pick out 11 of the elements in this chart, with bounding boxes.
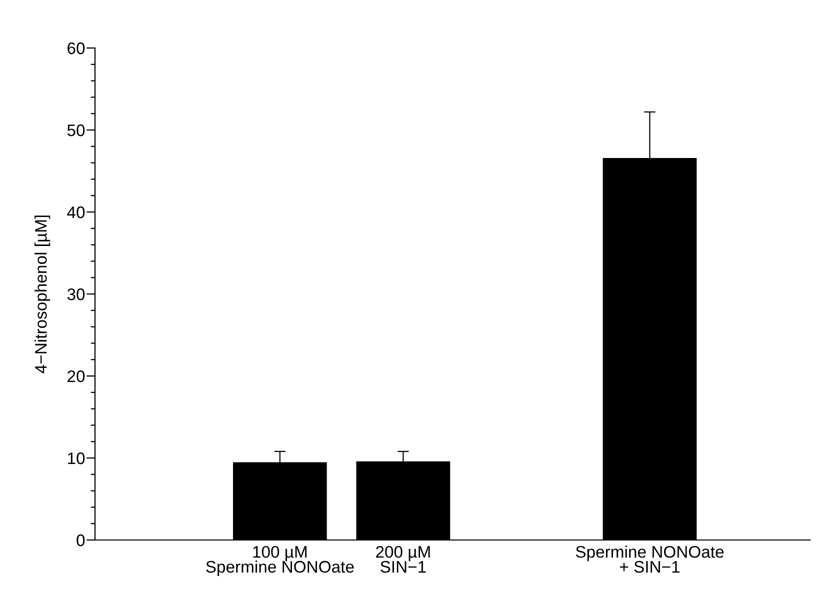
y-tick-label: 50 — [67, 124, 85, 136]
y-tick-label: 30 — [67, 288, 85, 300]
y-tick-label: 10 — [68, 452, 85, 464]
y-tick-label: 40 — [67, 206, 85, 218]
y-tick-label: 20 — [68, 370, 85, 382]
y-tick-label: 60 — [68, 42, 85, 54]
y-tick-label: 0 — [76, 534, 85, 546]
x-tick-label: 200 µM SIN−1 — [376, 546, 430, 573]
x-tick-label: Spermine NONOate + SIN−1 — [576, 546, 724, 573]
y-axis-title: 4−Nitrosophenol [µM] — [34, 216, 50, 374]
x-tick-label: 100 µM Spermine NONOate — [206, 546, 354, 576]
